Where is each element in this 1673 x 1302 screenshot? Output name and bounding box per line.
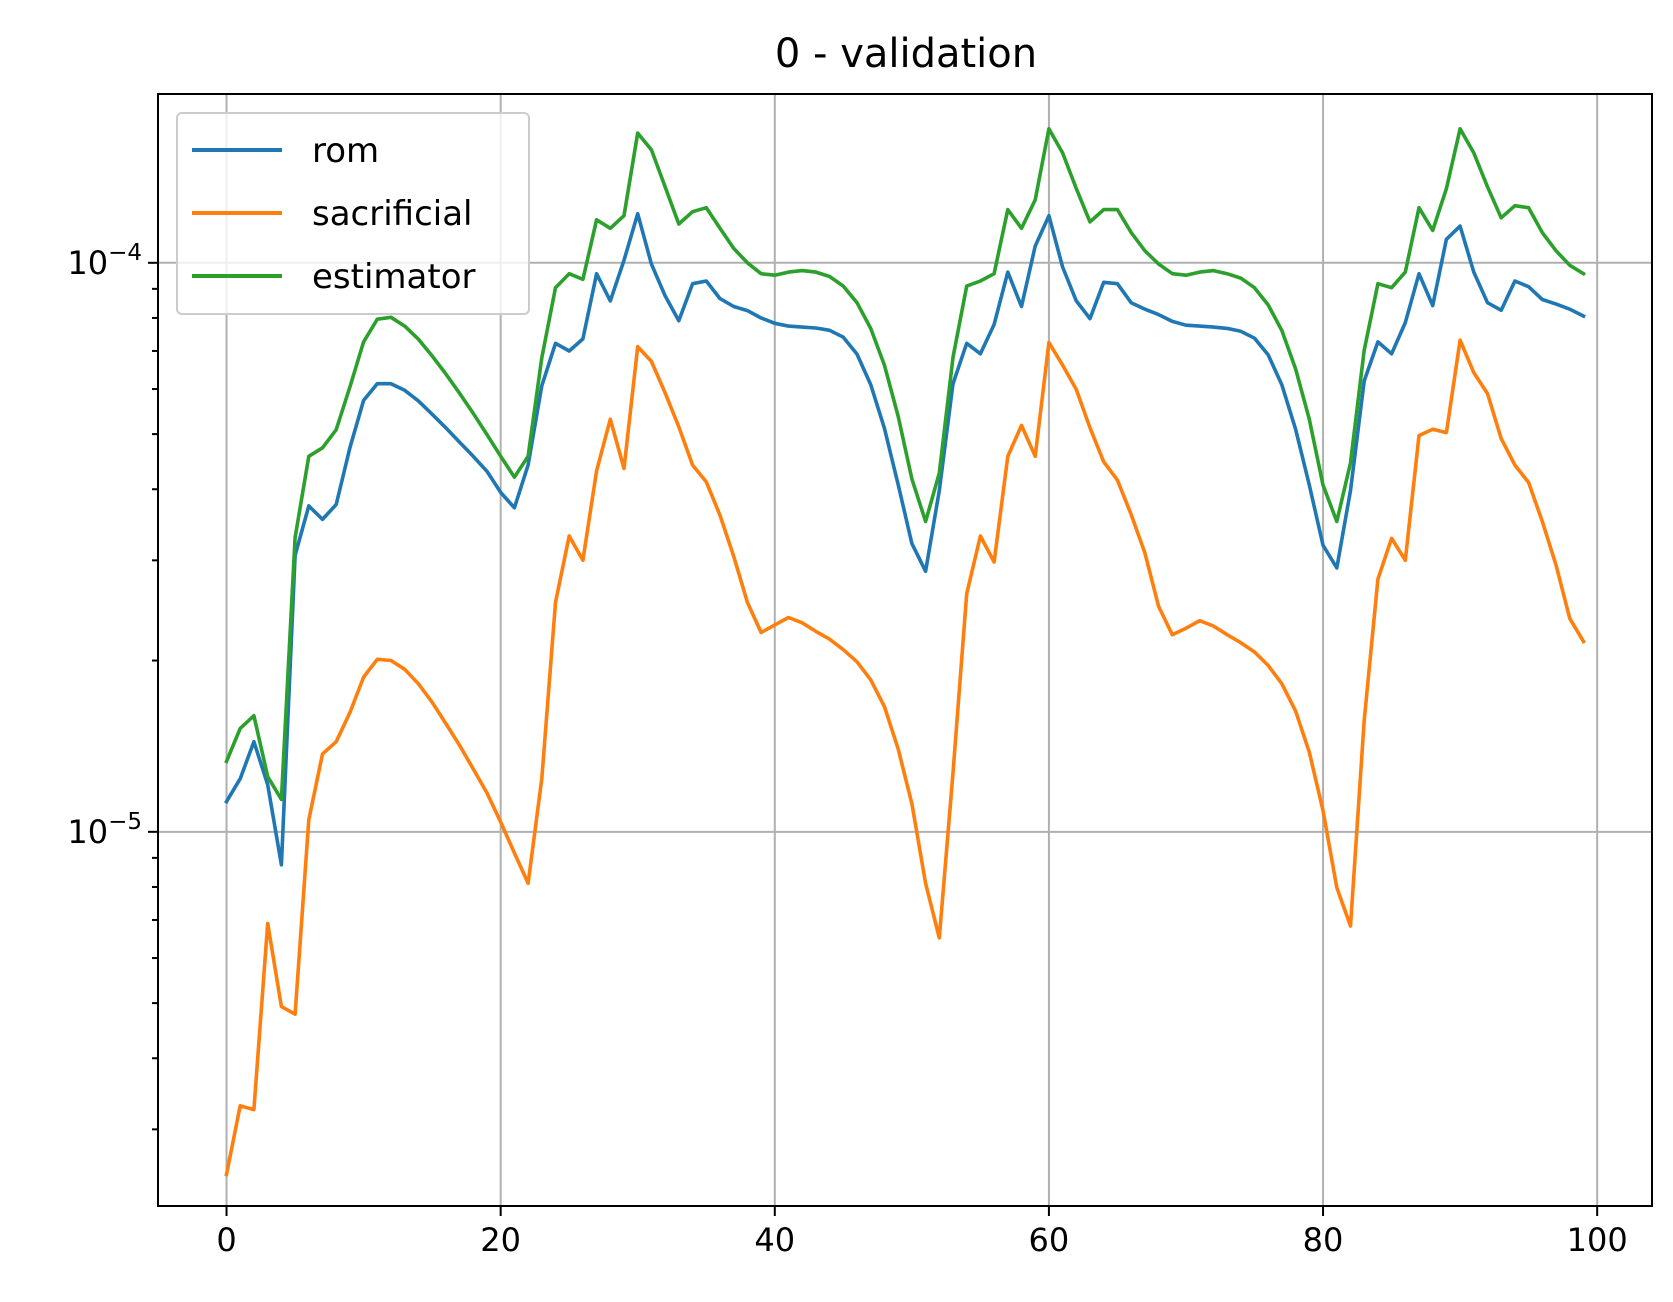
legend-label-sacrificial: sacrificial bbox=[312, 194, 473, 234]
series-line-rom bbox=[224, 211, 1586, 867]
series-line-sacrificial bbox=[224, 338, 1586, 1177]
x-tick-label: 20 bbox=[480, 1221, 521, 1259]
x-tick-label: 100 bbox=[1567, 1221, 1628, 1259]
series-layer bbox=[224, 127, 1586, 1177]
series-line-estimator bbox=[224, 127, 1586, 802]
legend-box bbox=[176, 112, 530, 315]
chart-title: 0 - validation bbox=[775, 31, 1037, 77]
y-tick-label: 10−4 bbox=[67, 240, 142, 282]
axis-ticks: 0 20 40 60 80 100 10−5 10−4 bbox=[67, 240, 1627, 1259]
plot-frame bbox=[157, 93, 1653, 1207]
x-tick-label: 60 bbox=[1029, 1221, 1070, 1259]
legend-label-estimator: estimator bbox=[312, 257, 475, 297]
y-tick-label: 10−5 bbox=[67, 809, 142, 851]
x-tick-label: 0 bbox=[216, 1221, 236, 1259]
legend: rom sacrificial estimator bbox=[176, 112, 530, 315]
x-tick-label: 80 bbox=[1303, 1221, 1344, 1259]
legend-label-rom: rom bbox=[312, 131, 379, 171]
x-tick-label: 40 bbox=[754, 1221, 795, 1259]
